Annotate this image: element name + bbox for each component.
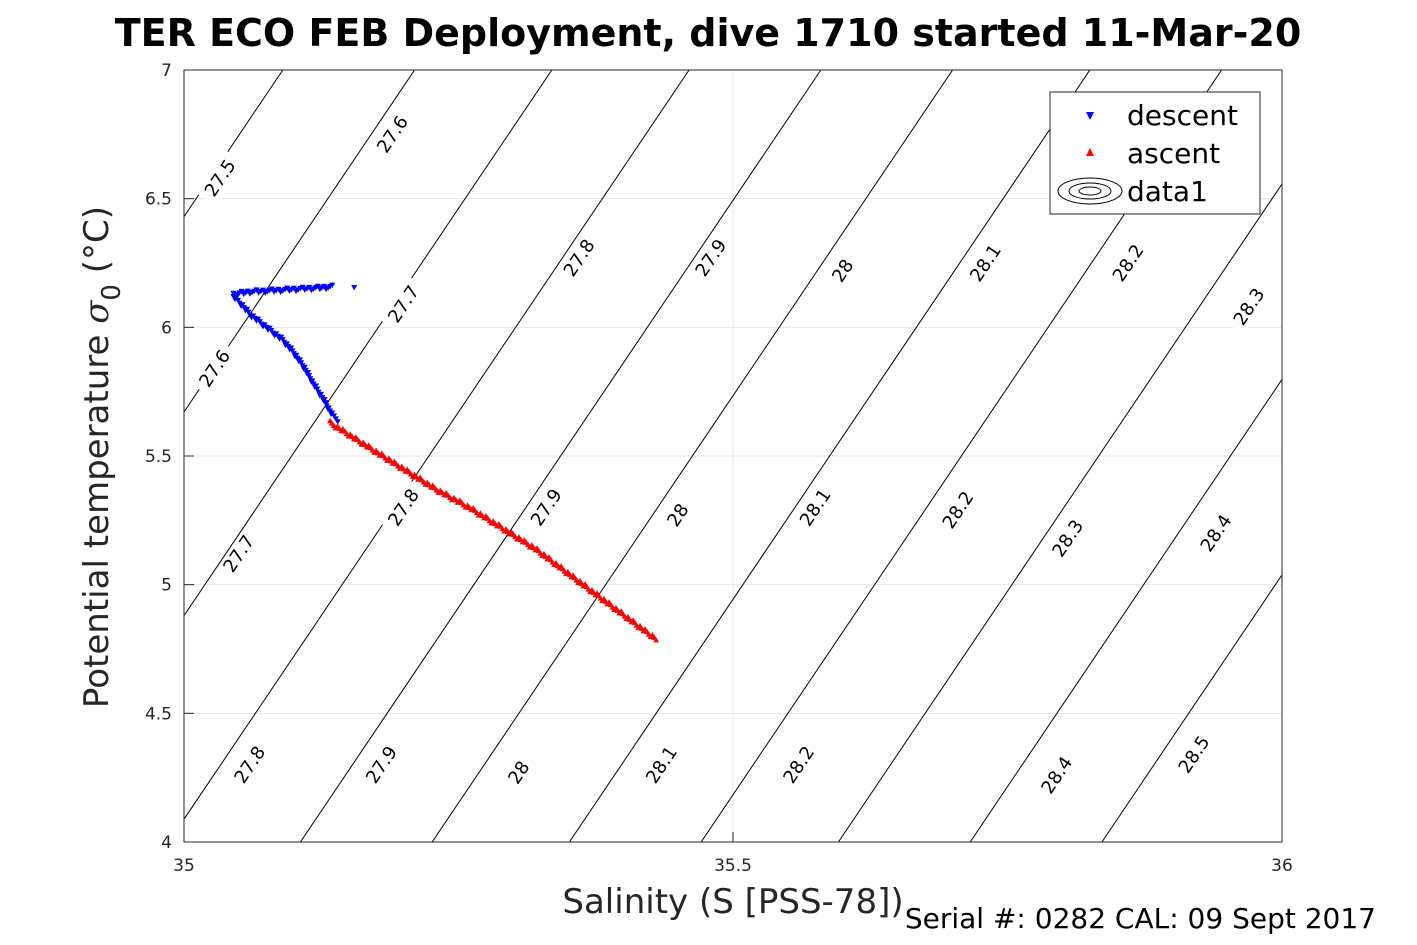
- legend-ascent-label: ascent: [1127, 137, 1220, 170]
- contour-label-bg: [1226, 279, 1272, 334]
- contour-label-bg: [638, 737, 685, 792]
- legend-data1-contour-icon: [1057, 177, 1123, 205]
- contour-label-bg: [1034, 747, 1080, 803]
- descent-markers: [230, 282, 341, 425]
- density-contour-line: [184, 70, 284, 218]
- contour-label-bg: [227, 737, 273, 792]
- contour-label-bg: [556, 230, 603, 286]
- density-contour-line: [184, 70, 690, 821]
- y-tick-label: 4.5: [145, 704, 172, 724]
- descent-point: [351, 284, 358, 291]
- y-axis-label-symbol: σ: [77, 300, 117, 324]
- y-axis-label-main: Potential temperature: [77, 324, 117, 708]
- contour-label-bg: [380, 277, 427, 332]
- legend-box: [1049, 91, 1261, 215]
- x-tick-label: 35.5: [714, 856, 752, 876]
- density-contour-line: [568, 70, 1091, 842]
- legend: descent ascent data1: [1049, 91, 1261, 215]
- contour-label-bg: [358, 737, 405, 792]
- density-contour-line: [184, 70, 553, 617]
- x-axis-ticks: 35 35.5 36: [173, 832, 1293, 876]
- descent-series: [230, 282, 358, 425]
- contour-label-bg: [819, 243, 866, 298]
- contour-label-bg: [496, 745, 542, 800]
- contour-label-bg: [1193, 506, 1239, 561]
- contour-label-bg: [523, 480, 570, 535]
- contour-label-bg: [935, 482, 981, 538]
- contour-label-bg: [776, 737, 822, 792]
- x-tick-label: 36: [1271, 856, 1293, 876]
- density-contour-line: [837, 183, 1282, 842]
- contour-label-bg: [1171, 727, 1217, 782]
- contour-label-bg: [380, 480, 427, 535]
- contour-label-bg: [688, 230, 734, 286]
- contour-label-bg: [216, 526, 262, 581]
- density-contour-line: [299, 70, 822, 842]
- legend-ascent-marker: [1086, 148, 1094, 156]
- y-tick-label: 6: [161, 318, 172, 338]
- serial-calibration-note: Serial #: 0282 CAL: 09 Sept 2017: [905, 902, 1376, 935]
- contour-label-bg: [655, 488, 701, 543]
- y-tick-label: 5: [161, 576, 172, 596]
- ascent-series: [327, 417, 660, 643]
- contour-label-bg: [962, 235, 1009, 291]
- x-axis-label: Salinity (S [PSS-78]): [562, 882, 903, 922]
- density-contour-line: [431, 70, 954, 842]
- contour-label-bg: [1045, 511, 1091, 566]
- x-tick-label: 35: [173, 856, 195, 876]
- legend-descent-label: descent: [1127, 99, 1238, 132]
- y-tick-label: 4: [161, 833, 172, 853]
- contour-label-bg: [1105, 235, 1152, 291]
- contour-label-bg: [792, 480, 839, 535]
- chart-title: TER ECO FEB Deployment, dive 1710 starte…: [115, 11, 1302, 55]
- legend-descent-marker: [1086, 112, 1094, 120]
- density-contour-line: [1101, 574, 1282, 842]
- density-contour-line: [969, 378, 1282, 842]
- contour-label-bg: [191, 341, 238, 396]
- ascent-markers: [327, 417, 660, 643]
- legend-data1-label: data1: [1127, 175, 1208, 208]
- density-contour-line: [184, 70, 415, 413]
- contour-label-bg: [369, 107, 416, 162]
- y-tick-label: 5.5: [145, 447, 172, 467]
- y-axis-label-unit: (°C): [77, 206, 117, 284]
- y-axis-label: Potential temperature σ0 (°C): [77, 206, 127, 708]
- y-axis-label-subscript: 0: [97, 284, 127, 301]
- y-tick-label: 6.5: [145, 190, 172, 210]
- density-contours: [184, 70, 1282, 842]
- contour-label-bg: [197, 150, 244, 206]
- y-axis-ticks: 4 4.5 5 5.5 6 6.5 7: [145, 61, 194, 853]
- y-tick-label: 7: [161, 61, 172, 81]
